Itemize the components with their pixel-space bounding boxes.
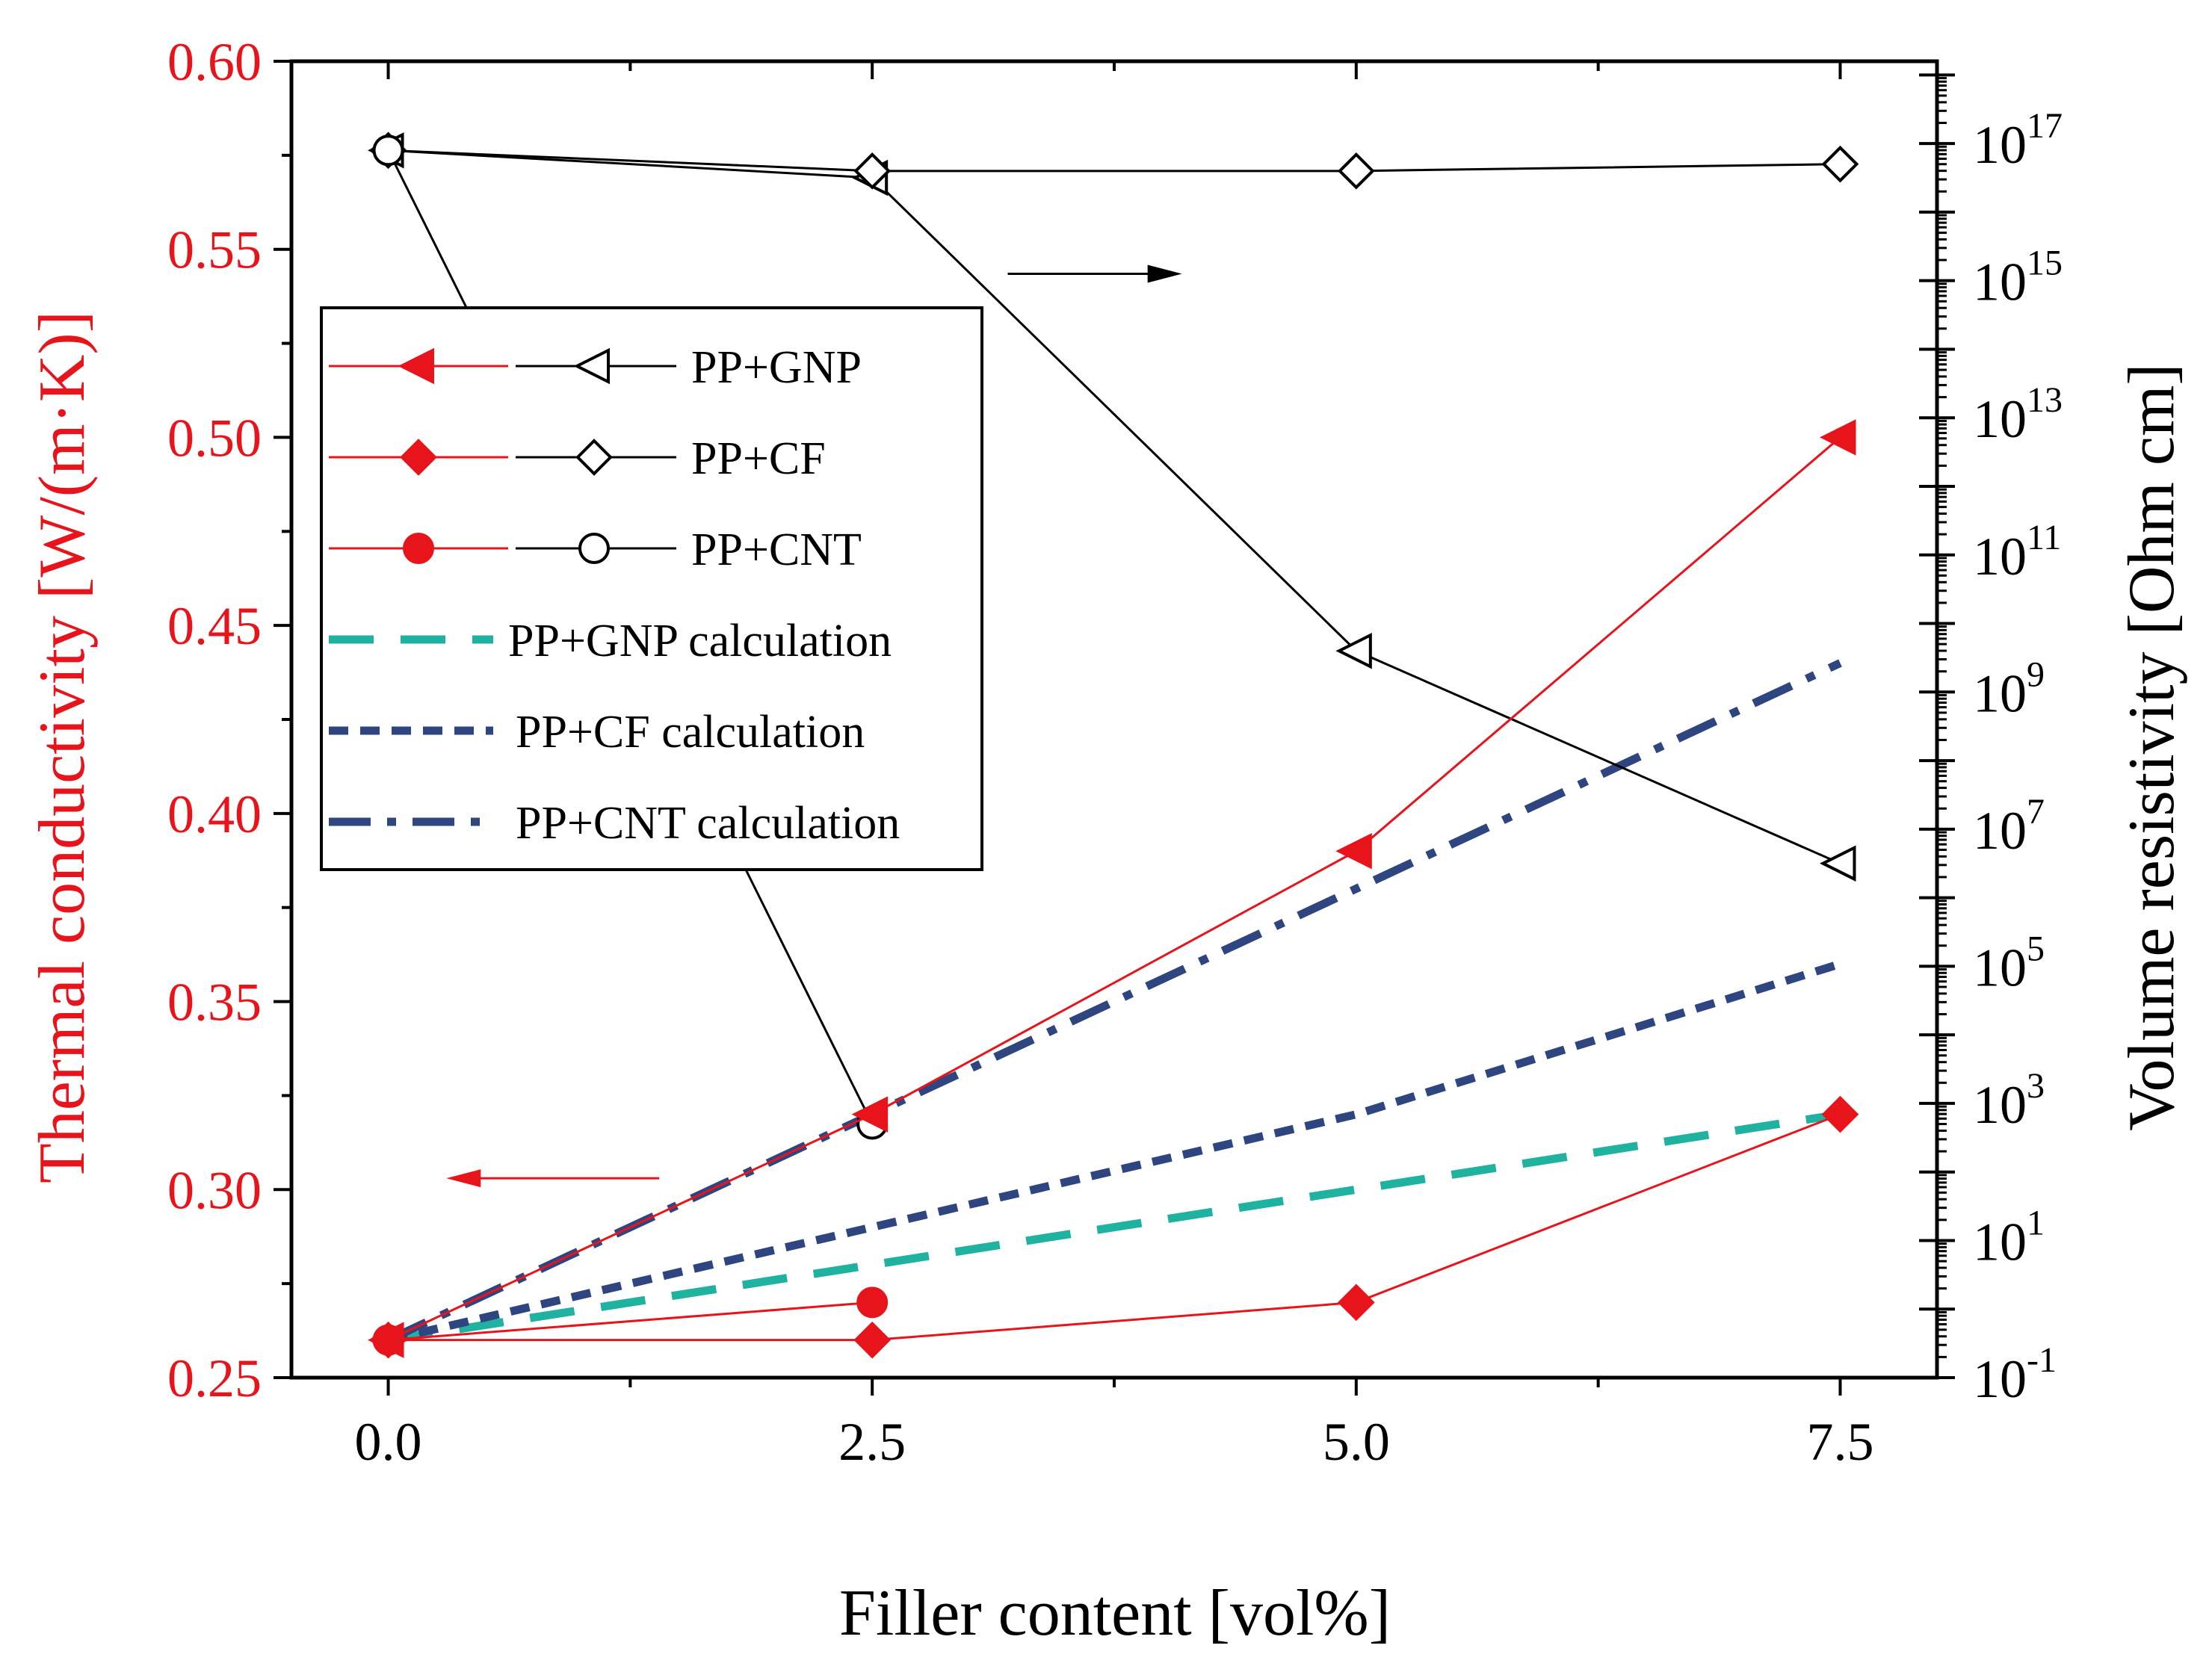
legend-label: PP+CF calculation (516, 707, 865, 758)
y-right-tick-exponent: 3 (2027, 1066, 2045, 1106)
res-point (853, 152, 892, 190)
y-right-tick-label: 105 (1973, 929, 2045, 997)
legend-label: PP+CF (691, 433, 826, 484)
x-tick-label: 0.0 (355, 1412, 422, 1472)
y-left-tick-label: 0.60 (167, 32, 262, 92)
y-right-tick-exponent: 17 (2027, 106, 2063, 146)
y-left-tick-label: 0.35 (167, 973, 262, 1032)
y-right-tick-exponent: 9 (2027, 654, 2045, 694)
thermal-point (372, 1324, 404, 1356)
y-right-tick-exponent: 11 (2027, 518, 2061, 557)
legend-thermal-marker (400, 439, 437, 476)
y-axis-right-label: Volume resistivity [Ohm cm] (2116, 363, 2188, 1130)
tick-labels: 0.25 0.30 0.35 0.40 0.45 0.50 0.55 0.60 0.0 2.5 5.… (167, 32, 2063, 1472)
x-tick-label: 7.5 (1806, 1412, 1873, 1472)
legend-res-marker (578, 533, 610, 564)
legend-label: PP+CNT (691, 524, 862, 575)
res-point (1821, 145, 1859, 183)
res-point (1819, 845, 1856, 882)
legend-box (320, 306, 983, 871)
y-left-tick-label: 0.55 (167, 220, 262, 280)
legend-item-pp-cf-calculation: PP+CF calculation (329, 707, 865, 758)
legend-label: PP+GNP (691, 342, 862, 393)
thermal-line (387, 436, 1841, 1342)
legend-res-marker (575, 439, 613, 476)
arrow-left-axis (446, 1169, 660, 1188)
y-right-tick-base: 10 (1973, 663, 2027, 723)
thermal-point (1821, 1095, 1859, 1133)
y-right-tick-base: 10 (1973, 115, 2027, 175)
thermal-series-pp-cnt (372, 1286, 889, 1356)
y-right-tick-label: 1013 (1973, 380, 2063, 449)
legend-label: PP+CNT calculation (516, 798, 900, 849)
y-right-tick-label: 1011 (1973, 518, 2061, 586)
thermal-point (1337, 1284, 1375, 1322)
thermal-line (388, 1113, 1841, 1342)
tick-marks (274, 60, 1955, 1396)
y-right-tick-base: 10 (1973, 801, 2027, 861)
y-right-tick-label: 1015 (1973, 244, 2063, 312)
y-left-tick-label: 0.25 (167, 1349, 262, 1408)
legend-thermal-marker (403, 533, 434, 564)
y-right-tick-label: 103 (1973, 1066, 2045, 1135)
res-series-pp-cf (369, 131, 1859, 190)
calc-line-pp-gnp-calculation (387, 1110, 1841, 1345)
x-axis-label: Filler content [vol%] (839, 1577, 1391, 1650)
thermal-point (1819, 419, 1856, 456)
legend-item-pp-cnt: PP+CNT (329, 524, 862, 575)
y-right-tick-base: 10 (1973, 527, 2027, 586)
arrow-right-axis (1007, 264, 1182, 283)
res-point (1335, 632, 1372, 669)
y-right-tick-base: 10 (1973, 1349, 2027, 1409)
x-tick-label: 2.5 (838, 1412, 906, 1472)
axis-arrows (446, 264, 1182, 1188)
y-right-tick-label: 10-1 (1973, 1340, 2057, 1409)
y-right-tick-exponent: 7 (2027, 792, 2045, 832)
thermal-point (1335, 832, 1372, 870)
y-right-tick-base: 10 (1973, 253, 2027, 312)
res-point (372, 134, 404, 167)
thermal-point (853, 1321, 892, 1359)
y-right-tick-base: 10 (1973, 1212, 2027, 1272)
y-right-tick-label: 101 (1973, 1203, 2045, 1272)
thermal-point (851, 1096, 889, 1133)
res-line (388, 149, 1841, 173)
thermal-conductivity-series (368, 419, 1859, 1359)
legend-thermal-marker (398, 347, 434, 385)
thermal-line (388, 1301, 873, 1342)
y-right-tick-exponent: 15 (2027, 244, 2063, 283)
legend: PP+GNP PP+CF PP+CNT PP+GNP calculation PP+CF… (320, 306, 983, 871)
y-right-tick-base: 10 (1973, 938, 2027, 997)
y-right-tick-label: 109 (1973, 654, 2045, 723)
y-left-tick-label: 0.40 (167, 784, 262, 844)
thermal-point (856, 1286, 889, 1319)
y-right-tick-exponent: 1 (2027, 1203, 2045, 1242)
legend-item-pp-cf: PP+CF (329, 433, 826, 484)
y-axis-left-label: Thermal conductivity [W/(m·K)] (26, 311, 99, 1183)
y-right-tick-exponent: 13 (2027, 380, 2063, 420)
y-right-tick-base: 10 (1973, 389, 2027, 449)
y-right-tick-exponent: 5 (2027, 929, 2045, 968)
y-right-tick-exponent: -1 (2027, 1340, 2057, 1380)
x-tick-label: 5.0 (1323, 1412, 1390, 1472)
y-right-tick-label: 107 (1973, 792, 2045, 861)
legend-label: PP+GNP calculation (508, 616, 892, 666)
res-line (388, 149, 1841, 865)
legend-res-marker (573, 347, 610, 385)
legend-item-pp-cnt-calculation: PP+CNT calculation (329, 798, 900, 849)
y-left-tick-label: 0.50 (167, 408, 262, 468)
legend-item-pp-gnp: PP+GNP (329, 342, 862, 393)
resistivity-series (368, 131, 1859, 1140)
arrow-head (1147, 264, 1182, 283)
y-right-tick-base: 10 (1973, 1075, 2027, 1135)
legend-item-pp-gnp-calculation: PP+GNP calculation (329, 616, 892, 666)
arrow-head (446, 1169, 481, 1188)
y-left-tick-label: 0.30 (167, 1160, 262, 1220)
res-point (1337, 152, 1375, 190)
y-right-tick-label: 1017 (1973, 106, 2063, 175)
y-left-tick-label: 0.45 (167, 596, 262, 656)
